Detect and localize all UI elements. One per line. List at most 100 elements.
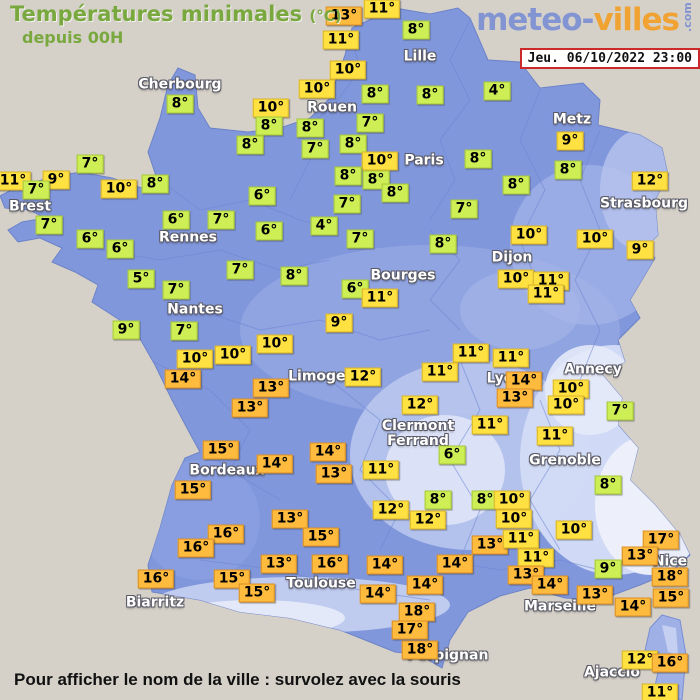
temp-badge[interactable]: 8° — [594, 475, 622, 495]
temp-badge[interactable]: 14° — [436, 554, 474, 574]
temp-badge[interactable]: 8° — [464, 149, 492, 169]
temp-badge[interactable]: 17° — [391, 620, 429, 640]
temp-badge[interactable]: 7° — [170, 321, 198, 341]
temp-badge[interactable]: 10° — [493, 490, 531, 510]
temp-badge[interactable]: 7° — [450, 199, 478, 219]
temp-badge[interactable]: 8° — [429, 234, 457, 254]
temp-badge[interactable]: 18° — [651, 567, 689, 587]
temp-badge[interactable]: 15° — [302, 527, 340, 547]
temp-badge[interactable]: 15° — [202, 440, 240, 460]
temp-badge[interactable]: 14° — [256, 454, 294, 474]
temp-badge[interactable]: 8° — [141, 174, 169, 194]
temp-badge[interactable]: 7° — [35, 215, 63, 235]
temp-badge[interactable]: 13° — [576, 585, 614, 605]
temp-badge[interactable]: 9° — [325, 313, 353, 333]
temp-badge[interactable]: 10° — [497, 269, 535, 289]
temp-badge[interactable]: 12° — [401, 395, 439, 415]
temp-badge[interactable]: 13° — [621, 546, 659, 566]
temp-badge[interactable]: 8° — [296, 118, 324, 138]
temp-badge[interactable]: 9° — [42, 170, 70, 190]
temp-badge[interactable]: 4° — [310, 216, 338, 236]
temp-badge[interactable]: 10° — [510, 225, 548, 245]
temp-badge[interactable]: 5° — [127, 269, 155, 289]
temp-badge[interactable]: 15° — [174, 480, 212, 500]
temp-badge[interactable]: 6° — [162, 210, 190, 230]
temp-badge[interactable]: 9° — [112, 320, 140, 340]
temp-badge[interactable]: 8° — [381, 183, 409, 203]
temp-badge[interactable]: 13° — [271, 509, 309, 529]
temp-badge[interactable]: 11° — [421, 362, 459, 382]
temp-badge[interactable]: 8° — [361, 84, 389, 104]
temp-badge[interactable]: 7° — [22, 180, 50, 200]
temp-badge[interactable]: 7° — [76, 154, 104, 174]
temp-badge[interactable]: 8° — [362, 170, 390, 190]
temp-badge[interactable]: 14° — [164, 369, 202, 389]
temp-badge[interactable]: 14° — [505, 371, 543, 391]
temp-badge[interactable]: 10° — [547, 395, 585, 415]
temp-badge[interactable]: 10° — [298, 79, 336, 99]
temp-badge[interactable]: 8° — [554, 160, 582, 180]
temp-badge[interactable]: 11° — [452, 343, 490, 363]
temp-badge[interactable]: 11° — [502, 529, 540, 549]
temp-badge[interactable]: 10° — [176, 349, 214, 369]
temp-badge[interactable]: 9° — [626, 240, 654, 260]
temp-badge[interactable]: 15° — [238, 583, 276, 603]
temp-badge[interactable]: 6° — [248, 186, 276, 206]
temp-badge[interactable]: 8° — [255, 116, 283, 136]
temp-badge[interactable]: 11° — [363, 0, 401, 19]
temp-badge[interactable]: 11° — [0, 171, 32, 191]
temp-badge[interactable]: 12° — [409, 510, 447, 530]
temp-badge[interactable]: 10° — [552, 379, 590, 399]
temp-badge[interactable]: 13° — [252, 378, 290, 398]
temp-badge[interactable]: 8° — [236, 135, 264, 155]
temp-badge[interactable]: 11° — [471, 415, 509, 435]
temp-badge[interactable]: 12° — [344, 367, 382, 387]
temp-badge[interactable]: 8° — [334, 166, 362, 186]
temp-badge[interactable]: 13° — [315, 464, 353, 484]
temp-badge[interactable]: 14° — [531, 575, 569, 595]
temp-badge[interactable]: 18° — [398, 602, 436, 622]
temp-badge[interactable]: 9° — [594, 559, 622, 579]
temp-badge[interactable]: 6° — [76, 229, 104, 249]
temp-badge[interactable]: 11° — [641, 683, 679, 700]
temp-badge[interactable]: 10° — [361, 151, 399, 171]
temp-badge[interactable]: 14° — [366, 555, 404, 575]
temp-badge[interactable]: 10° — [495, 509, 533, 529]
temp-badge[interactable]: 8° — [339, 134, 367, 154]
temp-badge[interactable]: 8° — [280, 266, 308, 286]
temp-badge[interactable]: 8° — [402, 20, 430, 40]
temp-badge[interactable]: 10° — [256, 334, 294, 354]
temp-badge[interactable]: 11° — [517, 548, 555, 568]
temp-badge[interactable]: 10° — [214, 345, 252, 365]
temp-badge[interactable]: 6° — [106, 239, 134, 259]
temp-badge[interactable]: 7° — [207, 210, 235, 230]
temp-badge[interactable]: 7° — [162, 280, 190, 300]
temp-badge[interactable]: 12° — [631, 171, 669, 191]
temp-badge[interactable]: 11° — [322, 30, 360, 50]
temp-badge[interactable]: 9° — [556, 131, 584, 151]
temp-badge[interactable]: 13° — [325, 6, 363, 26]
temp-badge[interactable]: 16° — [311, 554, 349, 574]
meteo-villes-logo[interactable]: meteo-villes .com — [476, 2, 694, 38]
temp-badge[interactable]: 11° — [362, 460, 400, 480]
temp-badge[interactable]: 8° — [502, 175, 530, 195]
temp-badge[interactable]: 8° — [166, 94, 194, 114]
temp-badge[interactable]: 18° — [401, 640, 439, 660]
temp-badge[interactable]: 8° — [424, 490, 452, 510]
temp-badge[interactable]: 11° — [361, 288, 399, 308]
temp-badge[interactable]: 16° — [651, 653, 689, 673]
temp-badge[interactable]: 17° — [642, 530, 680, 550]
temp-badge[interactable]: 6° — [255, 221, 283, 241]
temp-badge[interactable]: 10° — [100, 179, 138, 199]
temp-badge[interactable]: 14° — [309, 442, 347, 462]
temp-badge[interactable]: 7° — [346, 229, 374, 249]
temp-badge[interactable]: 16° — [137, 569, 175, 589]
temp-badge[interactable]: 7° — [333, 194, 361, 214]
temp-badge[interactable]: 16° — [207, 524, 245, 544]
temp-badge[interactable]: 15° — [652, 588, 690, 608]
temp-badge[interactable]: 7° — [356, 113, 384, 133]
temp-badge[interactable]: 14° — [406, 575, 444, 595]
temp-badge[interactable]: 14° — [614, 597, 652, 617]
temp-badge[interactable]: 13° — [231, 398, 269, 418]
temp-badge[interactable]: 12° — [372, 500, 410, 520]
